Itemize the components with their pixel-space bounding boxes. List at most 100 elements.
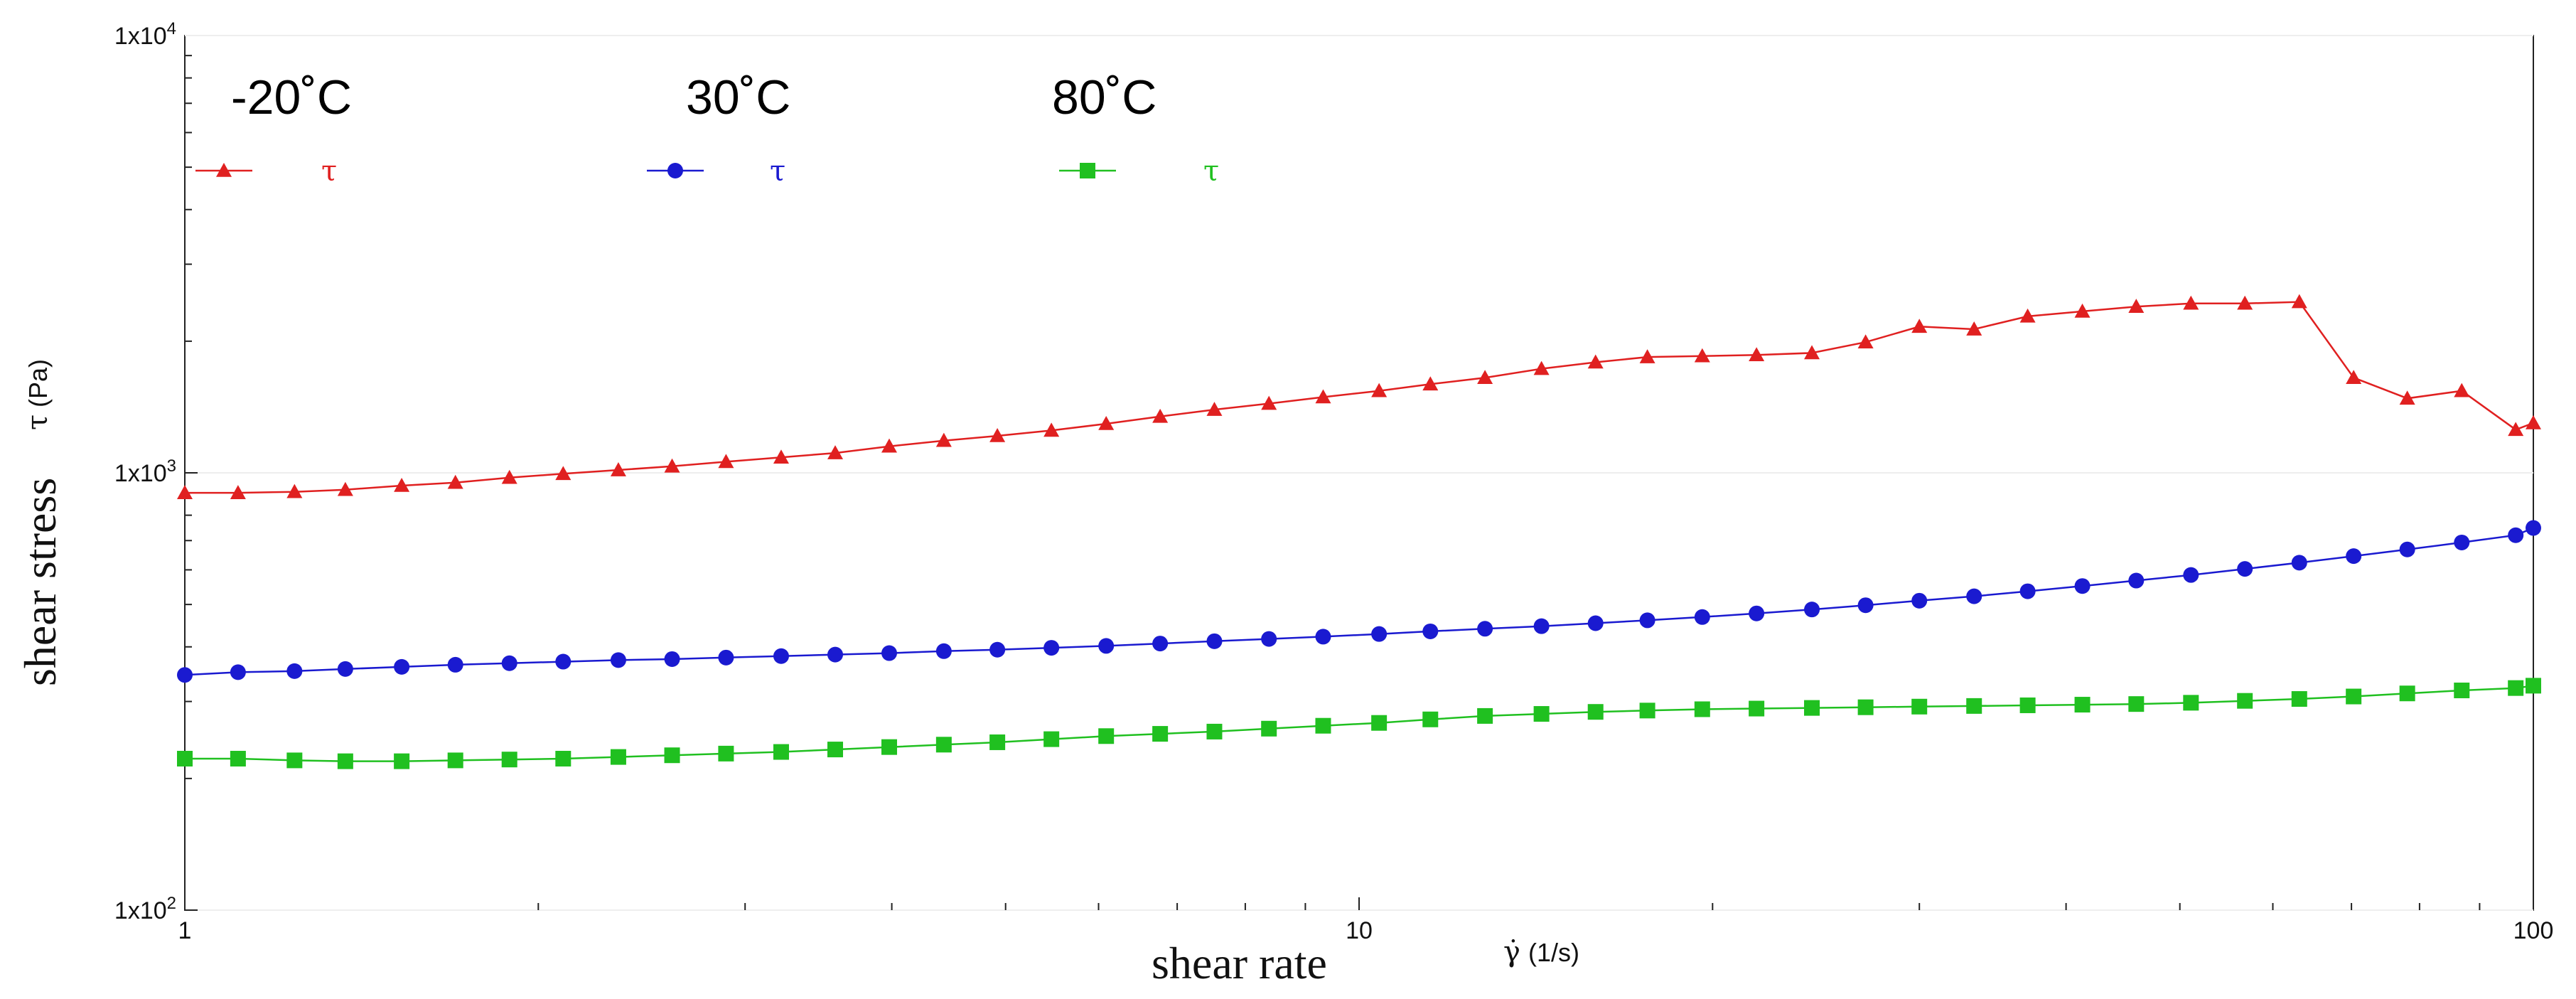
data-point: [230, 750, 246, 766]
data-point: [2346, 370, 2362, 385]
y-axis-title-group: shear stress τ (Pa): [15, 359, 65, 686]
legend-temp-label: 30˚C: [686, 70, 790, 124]
x-axis-symbol: γ̇: [1503, 936, 1520, 968]
data-point: [2399, 685, 2415, 702]
data-point: [2019, 697, 2036, 713]
data-point: [1098, 638, 1115, 654]
data-point: [1315, 389, 1331, 404]
data-point: [2128, 299, 2145, 313]
data-point: [2128, 572, 2145, 589]
data-point: [935, 432, 952, 447]
data-point: [1857, 597, 1874, 614]
data-point: [2346, 688, 2362, 705]
legend-temp-label: 80˚C: [1052, 70, 1156, 124]
data-point: [2291, 294, 2307, 309]
data-point: [1043, 731, 1060, 747]
data-point: [501, 655, 517, 671]
data-point: [664, 747, 680, 764]
data-point: [1639, 612, 1655, 629]
data-point: [2128, 696, 2145, 712]
data-point: [1043, 640, 1060, 656]
data-point: [718, 454, 734, 469]
data-point: [1315, 717, 1331, 734]
series-line: [185, 301, 2534, 494]
y-tick-label: 1x104: [114, 19, 176, 50]
data-point: [1694, 348, 1710, 363]
data-point: [1315, 629, 1331, 645]
data-point: [2526, 415, 2541, 429]
data-point: [1206, 402, 1223, 416]
data-point: [773, 648, 789, 664]
data-point: [881, 739, 898, 755]
y-axis-title: shear stress: [15, 478, 65, 686]
data-point: [1422, 711, 1439, 727]
data-point: [447, 656, 463, 673]
data-point: [394, 477, 410, 492]
data-point: [2454, 683, 2470, 699]
data-point: [1206, 633, 1223, 649]
data-point: [2454, 534, 2470, 550]
data-point: [1533, 706, 1550, 722]
data-point: [177, 750, 193, 766]
data-point: [337, 481, 353, 496]
legend-temp-label: -20˚C: [231, 70, 352, 124]
data-point: [1966, 588, 1982, 604]
data-point: [1694, 609, 1710, 625]
legend-symbol: τ: [1203, 155, 1219, 188]
data-point: [1261, 395, 1277, 410]
data-point: [177, 485, 193, 499]
legend-marker: [1080, 163, 1095, 178]
data-point: [1206, 723, 1223, 739]
data-point: [935, 737, 952, 753]
series-triangle: [177, 294, 2541, 499]
data-point: [1966, 321, 1982, 336]
y-tick-label: 1x102: [114, 894, 176, 924]
data-point: [1911, 698, 1928, 715]
series-line: [185, 685, 2534, 762]
data-point: [1639, 702, 1655, 719]
data-point: [718, 649, 734, 666]
data-point: [827, 646, 844, 663]
data-point: [2237, 295, 2253, 310]
data-point: [555, 750, 571, 766]
data-point: [610, 652, 626, 668]
x-tick-label: 100: [2513, 917, 2554, 944]
data-point: [1857, 699, 1874, 715]
data-point: [447, 474, 463, 489]
data-point: [664, 651, 680, 667]
data-point: [1749, 605, 1765, 621]
data-point: [1749, 700, 1765, 717]
data-point: [1804, 602, 1820, 618]
data-point: [2508, 527, 2524, 543]
data-point: [2291, 691, 2307, 707]
data-point: [1477, 621, 1493, 637]
y-axis-symbol: τ: [21, 415, 54, 430]
series-line: [184, 527, 2534, 676]
data-point: [2019, 583, 2036, 599]
data-point: [2526, 520, 2541, 536]
data-point: [1533, 618, 1550, 634]
legend-marker: [667, 163, 683, 178]
data-point: [1533, 360, 1550, 375]
data-point: [881, 645, 898, 661]
data-point: [447, 752, 463, 769]
data-point: [1749, 347, 1765, 362]
y-tick-label: 1x103: [114, 456, 176, 487]
data-point: [989, 427, 1006, 442]
data-point: [2508, 422, 2524, 437]
data-point: [1098, 728, 1115, 744]
data-point: [2183, 567, 2199, 583]
data-point: [1477, 370, 1493, 385]
data-point: [1477, 707, 1493, 724]
data-point: [2291, 555, 2307, 571]
x-tick-label: 10: [1346, 917, 1373, 944]
legend-marker: [216, 163, 232, 177]
data-point: [555, 466, 571, 481]
data-point: [827, 445, 844, 459]
data-point: [718, 745, 734, 762]
data-point: [1587, 615, 1604, 631]
data-point: [2183, 295, 2199, 310]
data-point: [1857, 334, 1874, 349]
data-point: [286, 752, 303, 769]
